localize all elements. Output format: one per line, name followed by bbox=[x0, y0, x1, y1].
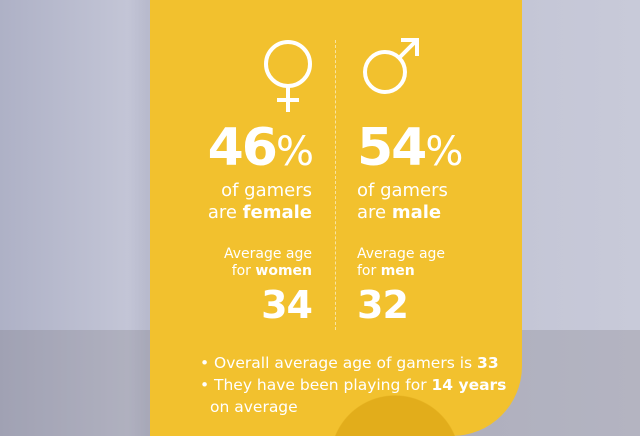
infographic-card: 46% of gamers are female Average age for… bbox=[150, 0, 522, 436]
divider bbox=[335, 40, 336, 330]
bullet-continuation: on average bbox=[210, 398, 298, 416]
female-description: of gamers are female bbox=[207, 180, 312, 223]
male-description: of gamers are male bbox=[357, 180, 448, 223]
bullet-item: • They have been playing for 14 years bbox=[200, 376, 507, 394]
bullet-item: • Overall average age of gamers is 33 bbox=[200, 354, 499, 372]
decorative-circle bbox=[330, 395, 460, 436]
female-symbol-icon bbox=[264, 40, 312, 112]
female-percent: 46% bbox=[207, 118, 314, 178]
male-percent: 54% bbox=[357, 118, 463, 178]
male-age: 32 bbox=[357, 283, 409, 327]
bullet-list: • Overall average age of gamers is 33 • Th… bbox=[200, 352, 506, 418]
male-symbol-icon bbox=[363, 38, 419, 94]
female-age-label: Average age for women bbox=[223, 246, 312, 279]
female-age: 34 bbox=[261, 283, 313, 327]
male-age-label: Average age for men bbox=[357, 246, 446, 279]
